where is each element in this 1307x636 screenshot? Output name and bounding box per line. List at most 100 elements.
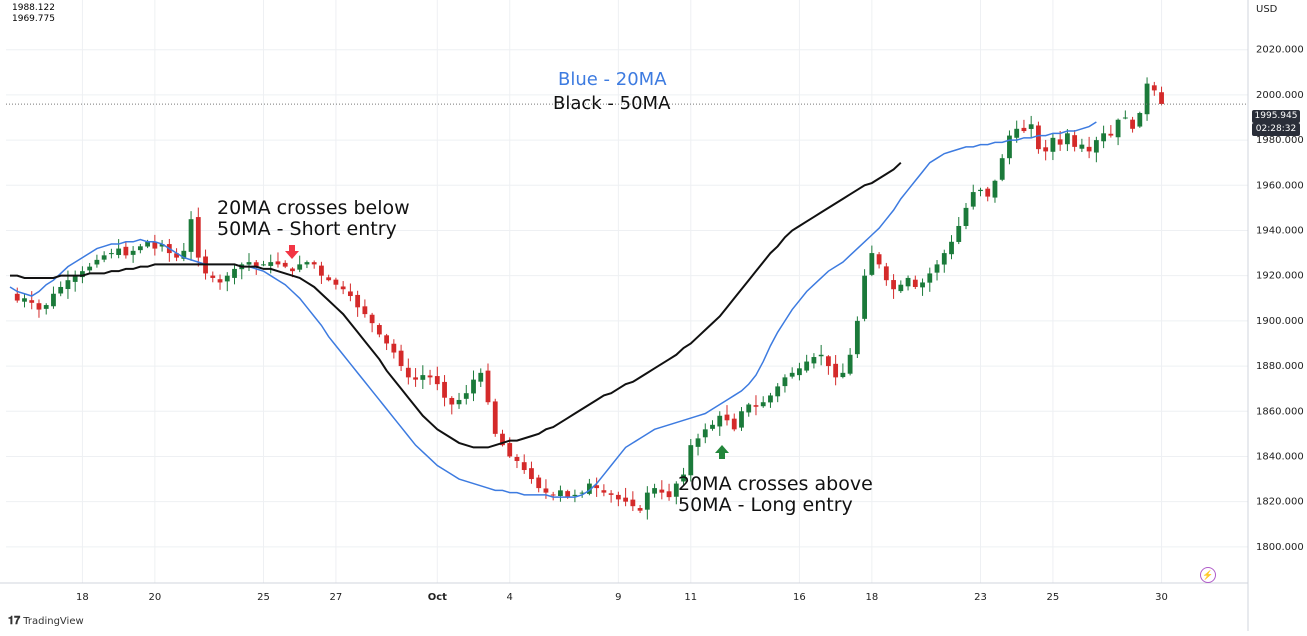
candle-body bbox=[1028, 124, 1034, 129]
candle-body bbox=[608, 493, 614, 495]
candle-body bbox=[43, 305, 49, 309]
candle-body bbox=[934, 264, 940, 273]
candle-body bbox=[347, 291, 353, 297]
candle-body bbox=[854, 320, 860, 355]
x-tick-label: 9 bbox=[615, 592, 621, 603]
candle-body bbox=[471, 379, 476, 394]
y-tick-label: 1860.000 bbox=[1256, 406, 1304, 417]
arrow-down-shape bbox=[285, 245, 299, 259]
candle-body bbox=[65, 280, 71, 290]
candle-body bbox=[94, 259, 100, 265]
candle-body bbox=[847, 354, 853, 374]
candle-body bbox=[210, 275, 216, 278]
candle-body bbox=[101, 255, 107, 260]
candle-body bbox=[116, 248, 122, 255]
candle-body bbox=[963, 207, 969, 226]
candle-body bbox=[1021, 127, 1027, 132]
candle-body bbox=[478, 372, 484, 382]
candle-body bbox=[572, 494, 578, 497]
candle-body bbox=[811, 357, 817, 364]
y-tick-label: 1800.000 bbox=[1256, 542, 1304, 553]
tradingview-logo-icon: 𝟏𝟕 bbox=[8, 614, 21, 627]
y-tick-label: 1820.000 bbox=[1256, 497, 1304, 508]
candle-body bbox=[1151, 85, 1157, 91]
candle-body bbox=[290, 268, 295, 272]
candle-body bbox=[905, 277, 911, 287]
candle-body bbox=[804, 361, 810, 371]
candle-body bbox=[1093, 140, 1099, 153]
arrow-down-icon bbox=[285, 245, 299, 259]
candle-body bbox=[579, 492, 585, 494]
candle-body bbox=[514, 456, 520, 461]
candle-body bbox=[746, 404, 752, 413]
candle-body bbox=[253, 262, 259, 267]
candle-body bbox=[521, 462, 527, 471]
candle-body bbox=[739, 411, 744, 428]
candle-body bbox=[594, 485, 600, 489]
candle-body bbox=[710, 424, 715, 429]
candle-body bbox=[217, 279, 223, 283]
candle-body bbox=[340, 286, 346, 290]
candle-body bbox=[768, 395, 773, 403]
candle-body bbox=[246, 262, 252, 265]
candle-body bbox=[601, 490, 607, 493]
ma20-line bbox=[9, 121, 1097, 498]
candle-body bbox=[1108, 133, 1114, 136]
x-tick-label: 25 bbox=[1047, 592, 1060, 603]
candle-body bbox=[956, 225, 962, 242]
candle-body bbox=[543, 488, 549, 493]
candle-body bbox=[398, 350, 404, 367]
candle-body bbox=[891, 280, 896, 290]
candle-body bbox=[333, 279, 339, 285]
candle-body bbox=[51, 293, 56, 307]
short-entry-annotation: 20MA crosses below 50MA - Short entry bbox=[217, 197, 410, 240]
y-tick-label: 1900.000 bbox=[1256, 316, 1304, 327]
candle-body bbox=[586, 483, 592, 494]
candle-body bbox=[195, 217, 201, 258]
candle-body bbox=[1057, 139, 1063, 145]
candle-body bbox=[304, 262, 310, 265]
candle-body bbox=[449, 397, 455, 405]
x-tick-label: 18 bbox=[865, 592, 878, 603]
x-tick-label: 27 bbox=[330, 592, 343, 603]
candle-body bbox=[536, 477, 542, 489]
candle-body bbox=[80, 271, 85, 278]
candle-body bbox=[644, 492, 650, 510]
candle-body bbox=[391, 343, 397, 353]
candle-body bbox=[695, 438, 701, 447]
candle-body bbox=[985, 188, 991, 197]
x-tick-label: 20 bbox=[148, 592, 161, 603]
ma20-label: Blue - 20MA bbox=[558, 69, 667, 90]
candle-body bbox=[224, 275, 230, 282]
candle-body bbox=[311, 262, 317, 265]
candle-body bbox=[840, 372, 846, 378]
candle-body bbox=[941, 253, 947, 265]
candle-body bbox=[405, 367, 411, 378]
candle-body bbox=[717, 415, 723, 427]
candle-body bbox=[456, 399, 462, 405]
candle-body bbox=[152, 242, 158, 249]
lightning-icon[interactable]: ⚡ bbox=[1200, 567, 1216, 583]
candle-body bbox=[833, 363, 839, 378]
candle-body bbox=[565, 491, 571, 498]
x-tick-label: 4 bbox=[507, 592, 513, 603]
candle-body bbox=[681, 474, 686, 482]
candle-body bbox=[123, 246, 129, 256]
candle-body bbox=[637, 508, 643, 511]
candle-body bbox=[87, 266, 93, 271]
x-tick-label: 18 bbox=[76, 592, 89, 603]
candle-body bbox=[369, 314, 375, 324]
candle-body bbox=[492, 401, 498, 434]
x-tick-label: 16 bbox=[793, 592, 806, 603]
candle-body bbox=[1086, 146, 1092, 152]
y-tick-label: 1920.000 bbox=[1256, 271, 1304, 282]
candle-body bbox=[442, 381, 447, 398]
long-entry-annotation: 20MA crosses above 50MA - Long entry bbox=[678, 473, 873, 516]
candle-body bbox=[108, 253, 114, 255]
candle-body bbox=[1079, 144, 1085, 149]
candle-body bbox=[130, 250, 136, 255]
candle-body bbox=[818, 354, 824, 357]
currency-label[interactable]: USD bbox=[1256, 4, 1278, 15]
candle-body bbox=[666, 491, 672, 498]
